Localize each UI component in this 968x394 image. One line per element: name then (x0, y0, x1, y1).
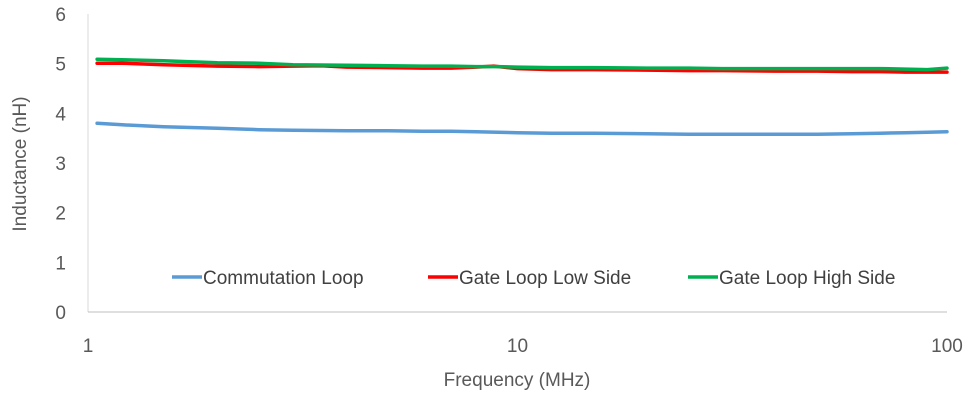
series-line-gate-loop-high-side (95, 57, 949, 72)
x-tick-label: 10 (507, 336, 528, 357)
legend: Commutation Loop Gate Loop Low Side Gate L… (172, 268, 895, 289)
y-tick-label: 0 (55, 303, 66, 324)
y-tick-label: 1 (55, 253, 66, 274)
series-line-commutation-loop (95, 121, 949, 136)
plot-area (87, 14, 949, 313)
y-axis-ticks: 0 1 2 3 4 5 6 (55, 5, 66, 324)
x-axis-ticks: 1 10 100 (83, 336, 963, 357)
x-tick-label: 100 (931, 336, 963, 357)
y-tick-label: 4 (55, 104, 66, 125)
y-tick-label: 3 (55, 154, 66, 175)
legend-item-gate-loop-low-side: Gate Loop Low Side (428, 268, 631, 289)
legend-label: Commutation Loop (203, 268, 364, 289)
legend-item-commutation-loop: Commutation Loop (172, 268, 364, 289)
y-tick-label: 5 (55, 55, 66, 76)
y-axis-title: Inductance (nH) (10, 96, 31, 231)
y-tick-label: 2 (55, 204, 66, 225)
y-tick-label: 6 (55, 5, 66, 26)
x-axis-title: Frequency (MHz) (444, 370, 591, 391)
legend-item-gate-loop-high-side: Gate Loop High Side (688, 268, 895, 289)
legend-label: Gate Loop High Side (719, 268, 895, 289)
x-tick-label: 1 (83, 336, 94, 357)
legend-label: Gate Loop Low Side (459, 268, 631, 289)
series-layer (95, 57, 949, 136)
